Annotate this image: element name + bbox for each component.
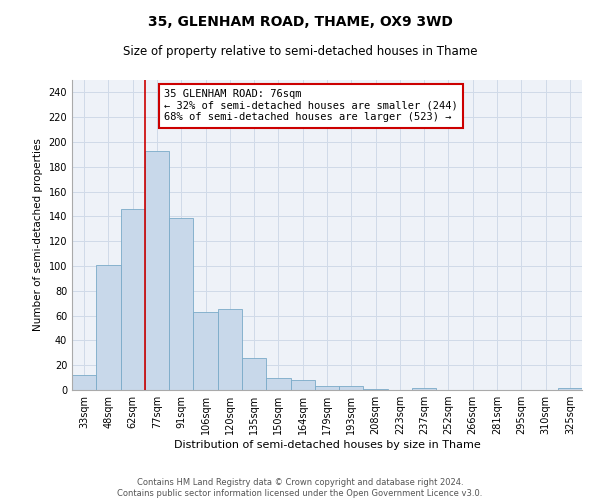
Bar (412, 388, 436, 390)
Text: 35, GLENHAM ROAD, THAME, OX9 3WD: 35, GLENHAM ROAD, THAME, OX9 3WD (148, 15, 452, 29)
Bar (242, 358, 266, 390)
Bar (169, 218, 193, 390)
Y-axis label: Number of semi-detached properties: Number of semi-detached properties (33, 138, 43, 332)
Bar (558, 388, 582, 390)
Bar (145, 150, 169, 390)
Bar (364, 389, 388, 390)
Bar (121, 209, 145, 390)
Bar (266, 378, 290, 390)
Bar (193, 312, 218, 390)
Bar (72, 375, 96, 390)
Text: 35 GLENHAM ROAD: 76sqm
← 32% of semi-detached houses are smaller (244)
68% of se: 35 GLENHAM ROAD: 76sqm ← 32% of semi-det… (164, 90, 458, 122)
Bar (290, 380, 315, 390)
Bar (315, 386, 339, 390)
Bar (339, 386, 364, 390)
Text: Size of property relative to semi-detached houses in Thame: Size of property relative to semi-detach… (123, 45, 477, 58)
X-axis label: Distribution of semi-detached houses by size in Thame: Distribution of semi-detached houses by … (173, 440, 481, 450)
Text: Contains HM Land Registry data © Crown copyright and database right 2024.
Contai: Contains HM Land Registry data © Crown c… (118, 478, 482, 498)
Bar (96, 265, 121, 390)
Bar (218, 310, 242, 390)
